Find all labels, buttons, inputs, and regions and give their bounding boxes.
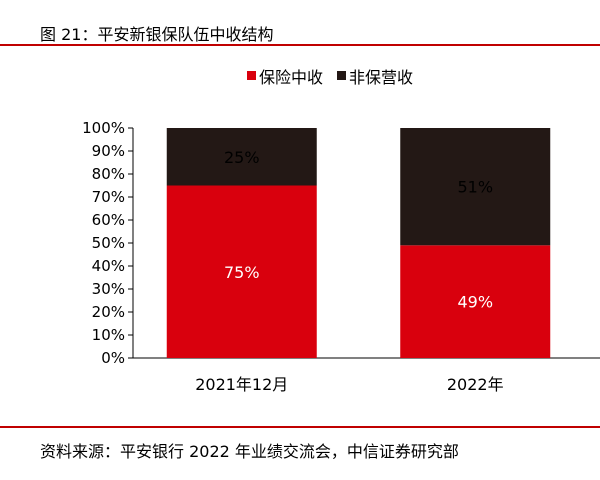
- chart-area: 保险中收 非保营收 0% 10% 20% 30% 40% 50% 60% 70% 80% 90% 100…: [0, 50, 600, 410]
- figure-source: 资料来源：平安银行 2022 年业绩交流会，中信证券研究部: [40, 442, 459, 461]
- bar-0-0: [166, 185, 317, 358]
- y-tick-label-0: 0%: [101, 349, 125, 367]
- footer-divider: [0, 426, 600, 428]
- legend-label-0: 保险中收: [259, 68, 323, 87]
- y-tick-label-5: 50%: [92, 234, 125, 252]
- figure-header: 图 21：平安新银保队伍中收结构: [0, 14, 600, 46]
- y-tick-label-2: 20%: [92, 303, 125, 321]
- bar-1-1: [400, 128, 551, 246]
- y-tick-label-3: 30%: [92, 280, 125, 298]
- data-label-0-0: 75%: [224, 263, 260, 282]
- figure-title: 图 21：平安新银保队伍中收结构: [40, 25, 274, 44]
- data-label-1-0: 49%: [457, 293, 493, 312]
- x-tick-label-1: 2022年: [447, 375, 504, 394]
- y-tick-label-7: 70%: [92, 188, 125, 206]
- data-label-0-1: 25%: [224, 148, 260, 167]
- legend-swatch-1: [337, 71, 346, 80]
- y-tick-label-6: 60%: [92, 211, 125, 229]
- y-tick-label-9: 90%: [92, 142, 125, 160]
- x-tick-label-0: 2021年12月: [195, 375, 288, 394]
- y-tick-label-1: 10%: [92, 326, 125, 344]
- bar-0-1: [166, 128, 317, 186]
- legend-swatch-0: [247, 71, 256, 80]
- y-tick-label-8: 80%: [92, 165, 125, 183]
- legend-label-1: 非保营收: [349, 68, 413, 87]
- bar-1-0: [400, 245, 551, 358]
- stacked-bar-chart: 保险中收 非保营收 0% 10% 20% 30% 40% 50% 60% 70% 80% 90% 100…: [82, 68, 600, 394]
- data-label-1-1: 51%: [457, 178, 493, 197]
- y-tick-label-10: 100%: [82, 119, 125, 137]
- y-tick-label-4: 40%: [92, 257, 125, 275]
